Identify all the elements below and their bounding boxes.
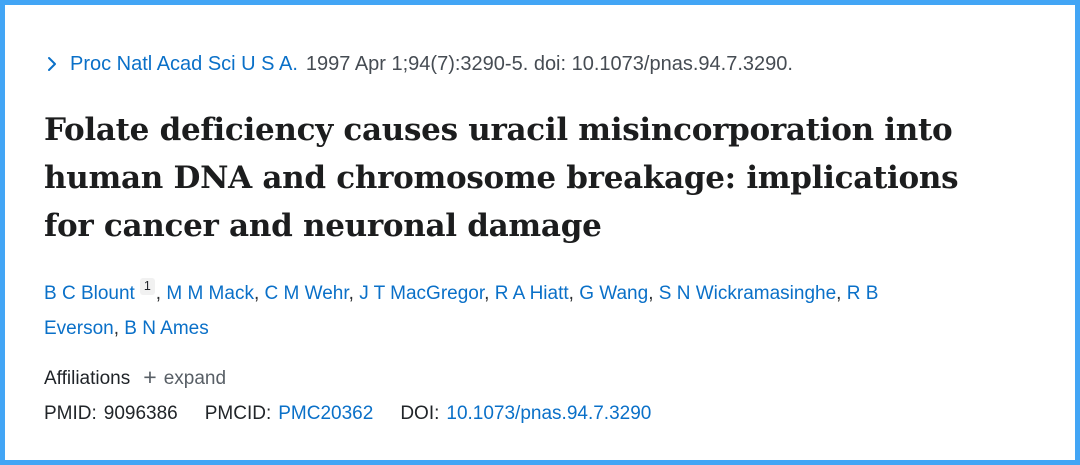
author-separator: , bbox=[113, 318, 125, 339]
author-link[interactable]: B C Blount bbox=[44, 283, 135, 304]
affiliations-row: Affiliations + expand bbox=[44, 364, 1037, 390]
author-link[interactable]: R A Hiatt bbox=[494, 283, 569, 304]
affiliation-superscript-badge[interactable]: 1 bbox=[139, 278, 155, 295]
article-header: Proc Natl Acad Sci U S A. 1997 Apr 1;94(… bbox=[5, 5, 1075, 426]
citation-row: Proc Natl Acad Sci U S A. 1997 Apr 1;94(… bbox=[44, 52, 1037, 76]
author-link[interactable]: R B Everson bbox=[44, 283, 879, 339]
author-separator: , bbox=[648, 283, 659, 304]
expand-affiliations-button[interactable]: + expand bbox=[143, 364, 227, 390]
author-separator: , bbox=[568, 283, 580, 304]
doi-group: DOI: 10.1073/pnas.94.7.3290 bbox=[400, 402, 651, 426]
citation-details: 1997 Apr 1;94(7):3290-5. doi: 10.1073/pn… bbox=[305, 53, 793, 75]
affiliations-label: Affiliations bbox=[44, 367, 131, 389]
author-separator: , bbox=[155, 283, 167, 304]
author-link[interactable]: J T MacGregor bbox=[359, 283, 485, 304]
author-link[interactable]: S N Wickramasinghe bbox=[658, 283, 837, 304]
author-separator: , bbox=[836, 283, 847, 304]
author-link[interactable]: B N Ames bbox=[124, 318, 209, 339]
pmcid-group: PMCID: PMC20362 bbox=[205, 402, 374, 426]
pmid-value: 9096386 bbox=[103, 403, 178, 424]
pmcid-label: PMCID: bbox=[204, 403, 272, 424]
author-separator: , bbox=[348, 283, 360, 304]
pmid-label: PMID: bbox=[44, 403, 97, 424]
plus-icon: + bbox=[143, 364, 157, 390]
journal-link[interactable]: Proc Natl Acad Sci U S A. bbox=[70, 53, 298, 75]
author-separator: , bbox=[484, 283, 495, 304]
pmcid-link[interactable]: PMC20362 bbox=[278, 403, 374, 424]
author-link[interactable]: G Wang bbox=[579, 283, 649, 304]
author-link[interactable]: M M Mack bbox=[166, 283, 254, 304]
expand-label: expand bbox=[163, 367, 227, 389]
pmid-group: PMID: 9096386 bbox=[44, 402, 178, 426]
doi-link[interactable]: 10.1073/pnas.94.7.3290 bbox=[446, 403, 652, 424]
chevron-right-icon[interactable] bbox=[44, 56, 60, 72]
author-separator: , bbox=[253, 283, 265, 304]
author-link[interactable]: C M Wehr bbox=[264, 283, 349, 304]
doi-label: DOI: bbox=[400, 403, 440, 424]
identifiers-row: PMID: 9096386 PMCID: PMC20362 DOI: 10.1073/… bbox=[44, 402, 1037, 426]
authors-list: B C Blount 1, M M Mack, C M Wehr, J T Mac… bbox=[44, 276, 919, 346]
article-title: Folate deficiency causes uracil misincor… bbox=[44, 112, 959, 244]
